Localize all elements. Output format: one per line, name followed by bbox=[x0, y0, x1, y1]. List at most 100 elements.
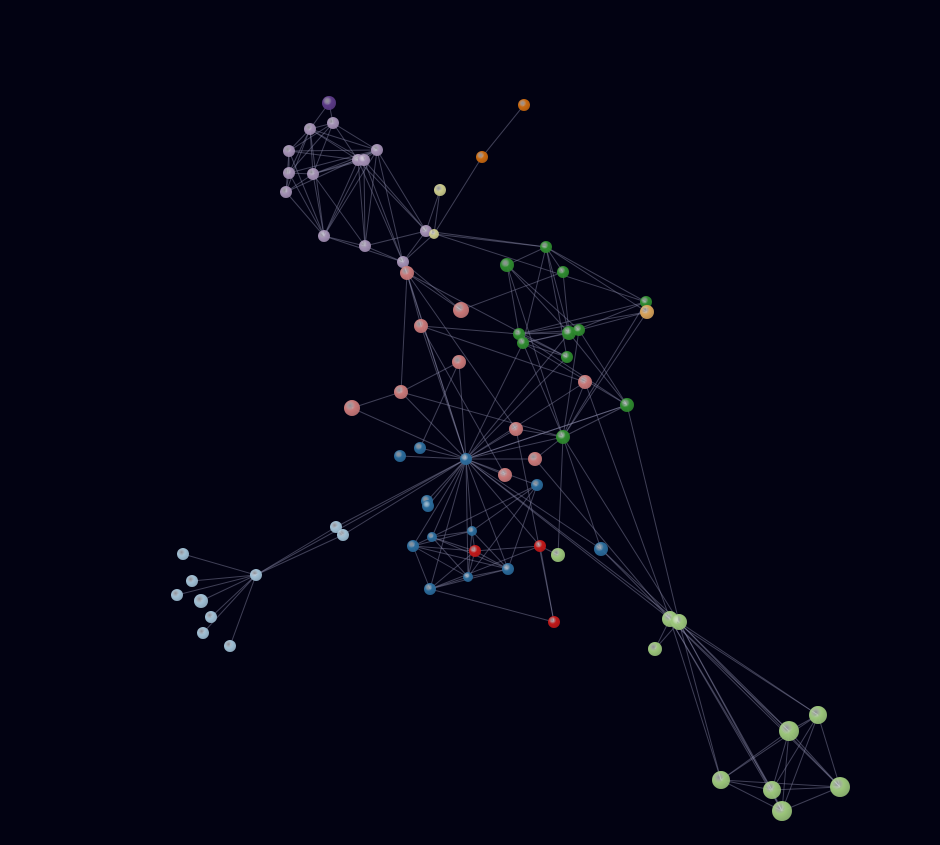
graph-node-green[interactable] bbox=[556, 430, 570, 444]
node-sphere[interactable] bbox=[620, 398, 634, 412]
graph-node-green[interactable] bbox=[573, 324, 585, 336]
graph-node-green[interactable] bbox=[620, 398, 634, 412]
graph-node-lavender[interactable] bbox=[358, 154, 370, 166]
node-sphere[interactable] bbox=[556, 430, 570, 444]
node-sphere[interactable] bbox=[318, 230, 330, 242]
graph-node-lavender[interactable] bbox=[307, 168, 319, 180]
graph-node-blue[interactable] bbox=[502, 563, 514, 575]
node-sphere[interactable] bbox=[322, 96, 336, 110]
graph-node-lightblue[interactable] bbox=[177, 548, 189, 560]
node-sphere[interactable] bbox=[648, 642, 662, 656]
node-sphere[interactable] bbox=[427, 532, 437, 542]
graph-node-blue[interactable] bbox=[531, 479, 543, 491]
node-sphere[interactable] bbox=[518, 99, 530, 111]
graph-node-yellow[interactable] bbox=[434, 184, 446, 196]
node-sphere[interactable] bbox=[540, 241, 552, 253]
node-sphere[interactable] bbox=[809, 706, 827, 724]
graph-node-lime[interactable] bbox=[830, 777, 850, 797]
graph-node-lime[interactable] bbox=[779, 721, 799, 741]
node-sphere[interactable] bbox=[562, 326, 576, 340]
graph-node-blue[interactable] bbox=[463, 572, 473, 582]
graph-node-salmon[interactable] bbox=[344, 400, 360, 416]
node-sphere[interactable] bbox=[283, 167, 295, 179]
node-sphere[interactable] bbox=[394, 385, 408, 399]
graph-node-lavender[interactable] bbox=[359, 240, 371, 252]
node-sphere[interactable] bbox=[551, 548, 565, 562]
graph-node-blue[interactable] bbox=[407, 540, 419, 552]
node-sphere[interactable] bbox=[452, 355, 466, 369]
node-sphere[interactable] bbox=[460, 453, 472, 465]
node-sphere[interactable] bbox=[712, 771, 730, 789]
node-sphere[interactable] bbox=[414, 319, 428, 333]
node-sphere[interactable] bbox=[283, 145, 295, 157]
node-sphere[interactable] bbox=[463, 572, 473, 582]
graph-node-lavender[interactable] bbox=[327, 117, 339, 129]
graph-node-blue[interactable] bbox=[414, 442, 426, 454]
node-sphere[interactable] bbox=[400, 266, 414, 280]
graph-node-blue[interactable] bbox=[394, 450, 406, 462]
node-sphere[interactable] bbox=[578, 375, 592, 389]
node-sphere[interactable] bbox=[772, 801, 792, 821]
graph-node-green[interactable] bbox=[513, 328, 525, 340]
node-sphere[interactable] bbox=[280, 186, 292, 198]
node-sphere[interactable] bbox=[502, 563, 514, 575]
node-sphere[interactable] bbox=[327, 117, 339, 129]
nodes-layer[interactable] bbox=[171, 96, 850, 821]
node-sphere[interactable] bbox=[531, 479, 543, 491]
node-sphere[interactable] bbox=[467, 526, 477, 536]
node-sphere[interactable] bbox=[573, 324, 585, 336]
graph-node-lightblue[interactable] bbox=[186, 575, 198, 587]
graph-node-lightblue[interactable] bbox=[171, 589, 183, 601]
graph-node-lightblue[interactable] bbox=[194, 594, 208, 608]
graph-node-lightblue[interactable] bbox=[197, 627, 209, 639]
node-sphere[interactable] bbox=[534, 540, 546, 552]
graph-node-orange[interactable] bbox=[476, 151, 488, 163]
node-sphere[interactable] bbox=[469, 545, 481, 557]
graph-node-lime[interactable] bbox=[809, 706, 827, 724]
graph-node-lavender[interactable] bbox=[283, 167, 295, 179]
graph-node-tan[interactable] bbox=[640, 305, 654, 319]
node-sphere[interactable] bbox=[250, 569, 262, 581]
graph-node-green[interactable] bbox=[500, 258, 514, 272]
node-sphere[interactable] bbox=[359, 240, 371, 252]
node-sphere[interactable] bbox=[513, 328, 525, 340]
graph-node-green[interactable] bbox=[640, 296, 652, 308]
graph-node-lime[interactable] bbox=[551, 548, 565, 562]
graph-node-lime[interactable] bbox=[712, 771, 730, 789]
node-sphere[interactable] bbox=[194, 594, 208, 608]
graph-node-salmon[interactable] bbox=[400, 266, 414, 280]
node-sphere[interactable] bbox=[671, 614, 687, 630]
graph-node-lavender[interactable] bbox=[304, 123, 316, 135]
graph-node-green[interactable] bbox=[540, 241, 552, 253]
graph-node-lightblue[interactable] bbox=[205, 611, 217, 623]
node-sphere[interactable] bbox=[186, 575, 198, 587]
graph-node-blue[interactable] bbox=[460, 453, 472, 465]
node-sphere[interactable] bbox=[509, 422, 523, 436]
node-sphere[interactable] bbox=[397, 256, 409, 268]
node-sphere[interactable] bbox=[330, 521, 342, 533]
node-sphere[interactable] bbox=[205, 611, 217, 623]
graph-node-lightblue[interactable] bbox=[330, 521, 342, 533]
graph-node-blue[interactable] bbox=[594, 542, 608, 556]
graph-node-green[interactable] bbox=[561, 351, 573, 363]
node-sphere[interactable] bbox=[307, 168, 319, 180]
graph-node-salmon[interactable] bbox=[498, 468, 512, 482]
graph-node-lime[interactable] bbox=[671, 614, 687, 630]
graph-node-salmon[interactable] bbox=[414, 319, 428, 333]
graph-node-purple[interactable] bbox=[322, 96, 336, 110]
graph-node-yellow[interactable] bbox=[429, 229, 439, 239]
graph-node-lavender[interactable] bbox=[283, 145, 295, 157]
graph-node-lavender[interactable] bbox=[280, 186, 292, 198]
node-sphere[interactable] bbox=[407, 540, 419, 552]
graph-node-lightblue[interactable] bbox=[337, 529, 349, 541]
node-sphere[interactable] bbox=[344, 400, 360, 416]
node-sphere[interactable] bbox=[422, 500, 434, 512]
node-sphere[interactable] bbox=[476, 151, 488, 163]
graph-node-blue[interactable] bbox=[467, 526, 477, 536]
node-sphere[interactable] bbox=[830, 777, 850, 797]
node-sphere[interactable] bbox=[414, 442, 426, 454]
graph-node-red[interactable] bbox=[469, 545, 481, 557]
node-sphere[interactable] bbox=[640, 305, 654, 319]
graph-node-green[interactable] bbox=[517, 337, 529, 349]
